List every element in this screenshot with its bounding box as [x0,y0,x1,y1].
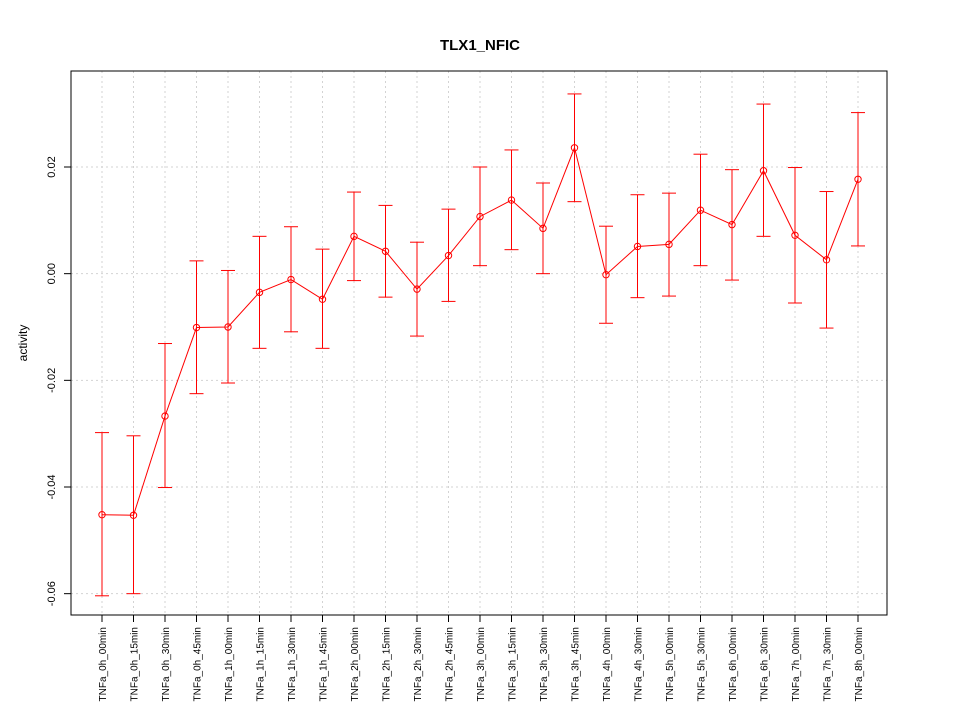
x-tick-label: TNFa_2h_30min [413,627,424,701]
y-axis: -0.06 -0.04 -0.02 0.00 0.02 [46,156,71,606]
x-tick-label: TNFa_0h_15min [130,627,141,701]
x-tick-label: TNFa_4h_00min [602,627,613,701]
x-tick-label: TNFa_3h_45min [571,627,582,701]
error-bar [252,235,267,349]
x-tick-label: TNFa_1h_30min [287,627,298,701]
error-bar [630,194,645,299]
data-point [633,242,642,251]
error-bar [189,260,204,395]
error-bar [284,226,298,333]
data-point [255,288,264,297]
data-point [665,240,673,249]
x-tick-label: TNFa_4h_30min [634,627,645,701]
error-bar [599,225,613,324]
data-point [602,271,610,279]
error-bar [95,432,109,597]
error-bars [95,93,865,597]
x-axis: TNFa_0h_00min TNFa_0h_15min TNFa_0h_30min T… [98,615,865,701]
x-tick-label: TNFa_0h_45min [193,627,204,701]
data-point [791,231,799,239]
x-tick-label: TNFa_0h_00min [98,627,109,701]
error-bar [473,166,487,267]
data-point [350,232,358,241]
error-bar [536,182,550,275]
x-tick-label: TNFa_5h_30min [697,627,708,701]
x-tick-label: TNFa_8h_00min [854,627,865,701]
y-tick-label: 0.02 [46,156,58,177]
error-bar [504,149,519,251]
x-tick-label: TNFa_6h_30min [760,627,771,701]
data-point [444,251,453,260]
plot-frame [70,70,888,616]
data-point [381,247,390,255]
data-point [98,511,106,519]
data-point [161,412,169,420]
error-bar [221,269,235,384]
x-tick-label: TNFa_6h_00min [728,627,739,701]
data-points [98,144,862,519]
error-bar [756,103,771,237]
y-tick-label: -0.04 [46,474,58,499]
data-point [759,167,768,175]
data-point [507,196,516,204]
data-point [476,212,484,221]
data-point [570,144,579,152]
data-point [192,323,201,332]
x-tick-label: TNFa_5h_00min [665,627,676,701]
data-point [413,285,421,293]
x-tick-label: TNFa_1h_15min [256,627,267,701]
y-tick-label: -0.06 [46,581,58,606]
x-tick-label: TNFa_3h_00min [476,627,487,701]
error-bar [347,191,361,282]
error-bar [126,435,141,595]
y-axis-label: activity [16,325,30,362]
data-point [287,275,295,284]
x-tick-label: TNFa_2h_15min [382,627,393,701]
x-tick-label: TNFa_1h_00min [224,627,235,701]
y-tick-label: 0.00 [46,263,58,284]
error-bar [158,343,172,489]
error-bar [378,204,393,298]
data-point [539,224,547,233]
chart-title: TLX1_NFIC [440,37,520,54]
data-point [822,256,831,264]
data-point [129,511,138,519]
x-tick-label: TNFa_7h_00min [791,627,802,701]
x-tick-label: TNFa_3h_15min [508,627,519,701]
error-bar [567,93,582,203]
x-tick-label: TNFa_0h_30min [161,627,172,701]
error-bar [725,169,739,281]
data-point [224,323,232,331]
x-tick-label: TNFa_7h_30min [823,627,834,701]
data-point [854,175,862,183]
error-bar [693,153,708,267]
error-bar [315,248,330,349]
error-bar [662,192,676,297]
x-tick-label: TNFa_1h_45min [319,627,330,701]
error-bar [851,112,865,247]
error-bar [410,241,424,337]
x-tick-label: TNFa_2h_00min [350,627,361,701]
y-tick-label: -0.02 [46,368,58,393]
x-tick-label: TNFa_2h_45min [445,627,456,701]
error-bar [819,191,834,329]
data-point [318,295,327,303]
grid-lines [71,71,887,615]
data-point [728,220,736,229]
error-bar [788,167,802,304]
x-tick-label: TNFa_3h_30min [539,627,550,701]
error-bar [441,208,456,302]
data-point [696,206,705,214]
